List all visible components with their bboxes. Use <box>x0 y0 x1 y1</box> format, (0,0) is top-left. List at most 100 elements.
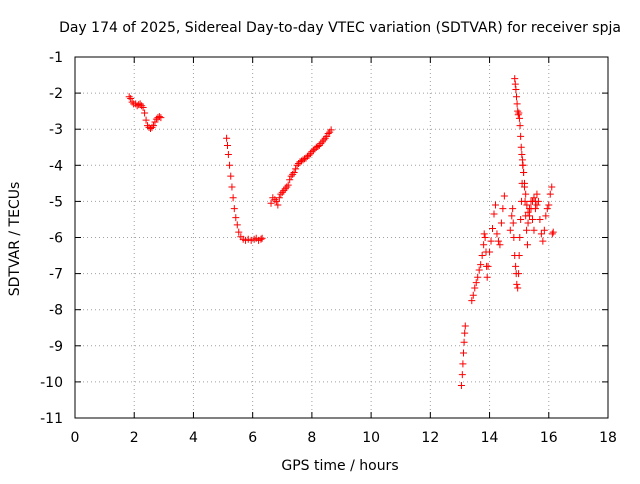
data-point <box>524 219 532 227</box>
data-point <box>517 143 525 151</box>
data-point <box>536 215 544 223</box>
data-point <box>247 236 255 244</box>
series-arc-5 <box>468 192 508 305</box>
data-point <box>142 116 150 124</box>
x-tick-label: 6 <box>248 430 257 446</box>
data-point <box>474 273 482 281</box>
data-point <box>521 197 529 205</box>
data-point <box>469 291 477 299</box>
data-point <box>258 234 266 242</box>
data-point <box>516 234 524 241</box>
data-point <box>459 360 467 368</box>
data-point <box>494 237 502 245</box>
data-point <box>229 194 237 202</box>
data-point <box>315 141 323 149</box>
data-point <box>151 118 159 126</box>
data-point <box>460 338 468 346</box>
data-point <box>296 158 304 166</box>
data-point <box>499 205 507 213</box>
data-point <box>468 297 476 305</box>
data-point <box>461 329 469 337</box>
data-point <box>512 85 520 93</box>
data-point <box>548 183 556 191</box>
data-point <box>510 234 518 241</box>
data-point <box>148 123 156 131</box>
data-point <box>523 201 531 209</box>
y-tick-label: -5 <box>49 194 63 210</box>
data-point <box>545 201 553 209</box>
data-point <box>516 122 524 130</box>
data-point <box>514 107 522 115</box>
data-point <box>461 322 469 330</box>
data-point <box>289 170 297 178</box>
data-point <box>235 228 243 236</box>
y-tick-label: -7 <box>49 267 63 283</box>
y-tick-label: -1 <box>49 50 63 66</box>
data-point <box>457 382 465 390</box>
data-point <box>458 371 466 379</box>
data-point <box>508 212 516 220</box>
data-point <box>549 228 557 236</box>
data-point <box>471 284 479 292</box>
data-point <box>324 130 332 138</box>
data-point <box>526 212 534 220</box>
x-tick-label: 4 <box>189 430 198 446</box>
data-point <box>478 252 486 260</box>
data-point <box>513 280 521 288</box>
data-point <box>224 150 232 158</box>
data-point <box>321 134 329 142</box>
data-point <box>272 197 280 205</box>
data-point <box>511 80 519 88</box>
data-point <box>511 75 519 83</box>
data-point <box>299 156 307 164</box>
data-point <box>230 205 238 213</box>
data-point <box>481 234 489 241</box>
data-point <box>509 205 517 213</box>
x-tick-label: 16 <box>540 430 558 446</box>
data-point <box>517 215 525 223</box>
data-point <box>317 140 325 148</box>
data-point <box>233 221 241 229</box>
data-point <box>480 230 488 238</box>
data-point <box>548 230 556 238</box>
data-point <box>475 266 483 274</box>
data-point <box>480 241 488 249</box>
data-point <box>293 161 301 169</box>
data-point <box>278 188 286 196</box>
data-point <box>136 100 144 108</box>
data-point <box>533 201 541 209</box>
data-point <box>292 165 300 173</box>
data-point <box>472 279 480 287</box>
data-point <box>274 201 282 209</box>
y-tick-label: -10 <box>40 375 63 391</box>
y-tick-label: -8 <box>49 303 63 319</box>
data-point <box>257 235 265 243</box>
data-point <box>515 270 523 278</box>
y-tick-label: -2 <box>49 86 63 102</box>
data-point <box>519 161 527 169</box>
y-tick-label: -9 <box>49 339 63 355</box>
data-point <box>487 237 495 245</box>
data-point <box>520 179 528 187</box>
data-point <box>302 154 310 162</box>
y-tick-label: -3 <box>49 122 63 138</box>
data-point <box>513 93 521 101</box>
data-point <box>518 156 526 164</box>
data-point <box>518 150 526 158</box>
data-point <box>283 183 291 191</box>
data-point <box>520 169 528 177</box>
data-point <box>280 187 288 195</box>
data-point <box>135 101 143 109</box>
data-point <box>287 172 295 180</box>
data-point <box>531 197 539 205</box>
data-point <box>528 215 536 223</box>
data-point <box>523 226 531 234</box>
data-point <box>267 199 275 207</box>
data-point <box>543 205 551 213</box>
data-point <box>491 201 499 209</box>
data-point <box>530 226 538 234</box>
data-point <box>271 196 279 204</box>
data-point <box>527 205 535 213</box>
series-arc-3 <box>267 126 335 209</box>
